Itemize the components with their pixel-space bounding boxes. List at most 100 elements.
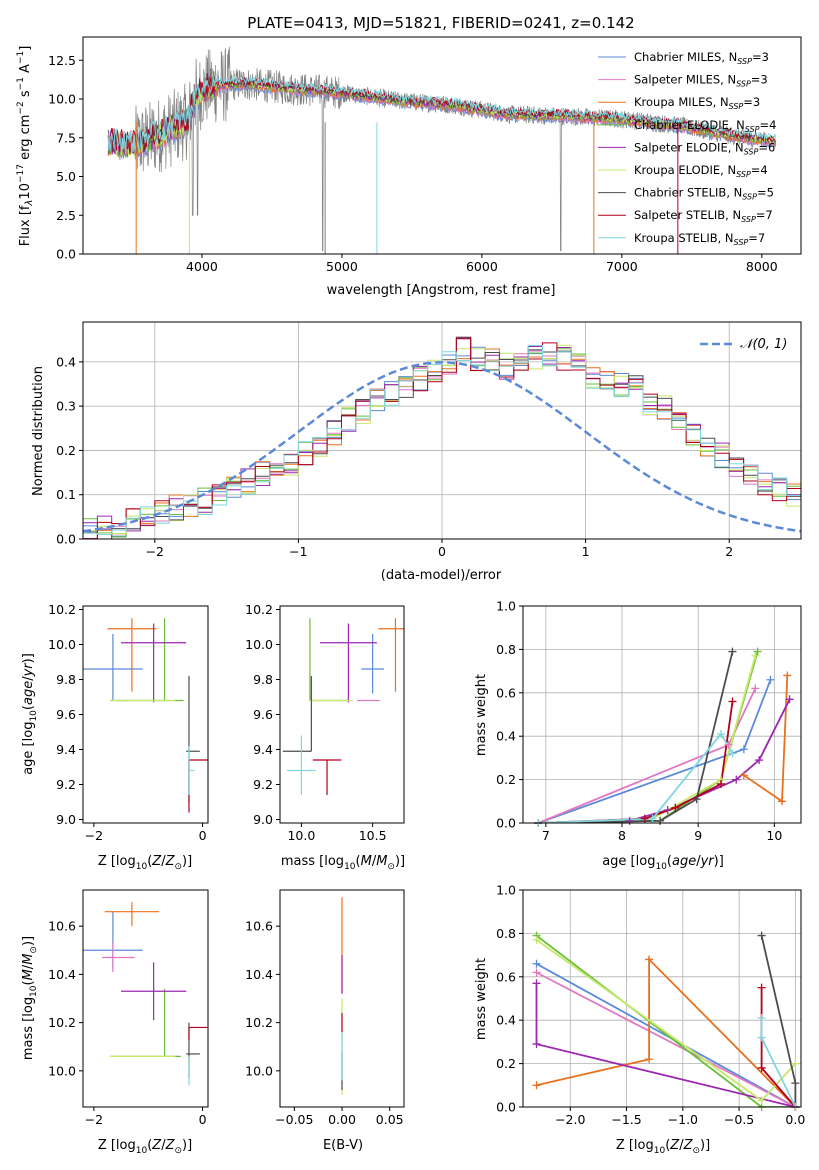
x-tick-label: 10 (766, 828, 782, 843)
x-tick-label: 0 (199, 1112, 207, 1127)
y-tick-label: 9.8 (56, 672, 76, 687)
x-tick-label: 0.05 (376, 1112, 404, 1127)
legend-label-salpeter_elodie: Salpeter ELODIE, NSSP=6 (634, 140, 775, 156)
y-tick-label: 10.2 (245, 1015, 273, 1030)
age-vs-metallicity-panel: −2 0 9.0 9.2 9.4 9.6 9.8 10.0 10.2 Z [log10(Z/Z⊙… (21, 602, 209, 872)
legend-label-salpeter_miles: Salpeter MILES, NSSP=3 (634, 73, 768, 89)
y-tick-label: 0.3 (56, 399, 76, 414)
weight-marker-salpeter_miles (724, 740, 733, 749)
x-tick-label: 6000 (466, 259, 498, 274)
y-tick-label: 0.0 (56, 532, 76, 547)
weight-marker-kroupa_stelib (728, 749, 737, 758)
weight-marker-kroupa_elodie (751, 651, 760, 660)
axes-frame (82, 889, 209, 1108)
mwZ-ylabel: mass weight (474, 958, 489, 1040)
spectrum-title: PLATE=0413, MJD=51821, FIBERID=0241, z=0… (247, 14, 634, 32)
y-tick-label: 9.8 (253, 672, 273, 687)
x-tick-label: 9 (694, 828, 702, 843)
legend-label-kroupa_elodie: Kroupa ELODIE, NSSP=4 (634, 163, 768, 179)
axes-frame (522, 605, 802, 824)
weight-line-salpeter_miles (536, 971, 796, 1107)
legend-label-chabrier_elodie: Chabrier ELODIE, NSSP=4 (634, 118, 776, 134)
ageZ-ylabel: age [log10(age/yr)] (21, 653, 39, 775)
x-tick-label: 4000 (186, 259, 218, 274)
weight-marker-chabrier_stelib (728, 647, 737, 656)
x-tick-label: −2.0 (555, 1112, 585, 1127)
y-tick-label: 10.4 (245, 967, 273, 982)
legend-label-salpeter_stelib: Salpeter STELIB, NSSP=7 (634, 208, 773, 224)
y-tick-label: 0.1 (56, 487, 76, 502)
plot-content (83, 336, 801, 539)
weight-marker-kroupa_stelib (757, 1014, 766, 1023)
y-tick-label: 10.0 (245, 637, 273, 652)
weight-marker-salpeter_stelib (671, 803, 680, 812)
x-tick-label: −0.05 (275, 1112, 313, 1127)
normal-distribution-curve (83, 361, 801, 533)
y-tick-label: 10.6 (245, 919, 273, 934)
axes-frame (279, 605, 405, 824)
histogram-step-salpeter_stelib (83, 338, 801, 539)
y-tick-label: 9.2 (56, 777, 76, 792)
x-tick-label: −1.5 (611, 1112, 641, 1127)
weight-marker-salpeter_stelib (717, 779, 726, 788)
y-tick-label: 7.5 (56, 130, 76, 145)
weight-marker-salpeter_elodie (755, 756, 764, 765)
ageZ-xlabel: Z [log10(Z/Z⊙)] (98, 854, 192, 872)
y-tick-label: 10.2 (245, 602, 273, 617)
axes-frame (82, 321, 802, 540)
weight-line-chabrier_miles (536, 963, 796, 1107)
weight-marker-salpeter_elodie (785, 695, 794, 704)
x-tick-label: 8000 (746, 259, 778, 274)
observed-spectrum-line (134, 46, 755, 252)
y-tick-label: 0.2 (496, 1056, 516, 1071)
x-tick-label: −2 (85, 1112, 103, 1127)
spectrum-ylabel: Flux [fλ10−17 erg cm−2 s−1 A−1] (16, 46, 35, 247)
y-tick-label: 9.6 (253, 707, 273, 722)
weight-marker-salpeter_elodie (532, 1040, 541, 1049)
weight-marker-kroupa_miles (645, 1055, 654, 1064)
weight-line-chabrier_stelib (538, 651, 734, 823)
x-tick-label: 0.0 (785, 1112, 805, 1127)
y-tick-label: 0.6 (496, 685, 516, 700)
residuals-xlabel: (data-model)/error (381, 568, 502, 583)
y-tick-label: 9.6 (56, 707, 76, 722)
axes-frame (522, 889, 802, 1108)
legend-label-normal: 𝒩(0, 1) (740, 337, 787, 352)
weight-marker-salpeter_elodie (532, 979, 541, 988)
y-tick-label: 10.6 (48, 919, 76, 934)
y-tick-label: 0.0 (496, 816, 516, 831)
y-tick-label: 9.4 (253, 742, 273, 757)
weight-marker-chabrier_elodie (753, 647, 762, 656)
axes-frame (82, 36, 802, 255)
x-tick-label: 7000 (606, 259, 638, 274)
y-tick-label: 10.2 (48, 602, 76, 617)
plot-content (107, 46, 777, 254)
y-tick-label: 9.2 (253, 777, 273, 792)
weight-marker-chabrier_stelib (791, 1079, 800, 1088)
x-tick-label: 7 (542, 828, 550, 843)
y-tick-label: 12.5 (48, 53, 76, 68)
legend-label-kroupa_miles: Kroupa MILES, NSSP=3 (634, 95, 760, 111)
weight-marker-kroupa_elodie (757, 1096, 766, 1105)
y-tick-label: 10.0 (48, 1063, 76, 1078)
weight-marker-salpeter_stelib (640, 814, 649, 823)
residuals-legend: 𝒩(0, 1) (700, 337, 787, 352)
y-tick-label: 0.4 (496, 729, 516, 744)
y-tick-label: 1.0 (496, 883, 516, 898)
mass-vs-metallicity-panel: −2 0 10.0 10.2 10.4 10.6 Z [log10(Z/Z⊙)] mass… (21, 889, 209, 1156)
weight-marker-chabrier_stelib (757, 931, 766, 940)
y-tick-label: 0.2 (56, 443, 76, 458)
x-tick-label: −2 (146, 544, 164, 559)
weight-marker-salpeter_elodie (663, 805, 672, 814)
mass-weight-vs-metallicity-panel: −2.0 −1.5 −1.0 −0.5 0.0 0.0 0.2 0.4 0.6 0.8 1.0 Z … (474, 883, 805, 1157)
x-tick-label: 2 (725, 544, 733, 559)
residuals-ylabel: Normed distribution (31, 366, 46, 496)
x-tick-label: 0.00 (328, 1112, 356, 1127)
weight-marker-salpeter_stelib (757, 983, 766, 992)
ageM-xlabel: mass [log10(M/M⊙)] (281, 854, 405, 872)
y-tick-label: 0.0 (496, 1100, 516, 1115)
legend-label-chabrier_miles: Chabrier MILES, NSSP=3 (634, 50, 769, 66)
weight-marker-kroupa_miles (739, 771, 748, 780)
weight-marker-salpeter_miles (751, 684, 760, 693)
